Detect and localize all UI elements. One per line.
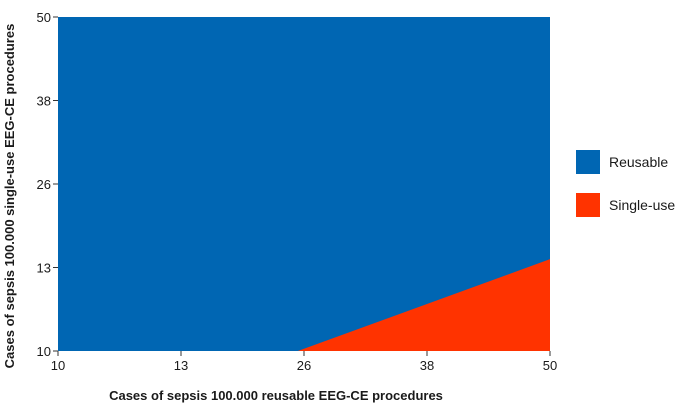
y-tick-label: 26 [37, 177, 51, 192]
plot-area [58, 17, 550, 352]
y-axis-title: Cases of sepsis 100.000 single-use EEG-C… [2, 24, 17, 369]
x-tick-label: 13 [174, 358, 188, 373]
x-tick-label: 26 [297, 358, 311, 373]
x-axis: 10 13 26 38 50 [51, 351, 557, 373]
legend: Reusable Single-use [576, 150, 675, 217]
legend-label-reusable: Reusable [609, 154, 668, 170]
legend-swatch-single-use [576, 193, 600, 217]
x-tick-label: 10 [51, 358, 65, 373]
legend-swatch-reusable [576, 150, 600, 174]
y-tick-label: 38 [37, 94, 51, 109]
y-tick-label: 13 [37, 261, 51, 276]
x-tick-label: 38 [420, 358, 434, 373]
x-axis-title: Cases of sepsis 100.000 reusable EEG-CE … [109, 388, 443, 403]
y-tick-label: 50 [37, 10, 51, 25]
single-use-region [297, 259, 550, 351]
y-axis: 10 13 26 38 50 [37, 10, 58, 359]
y-tick-label: 10 [37, 344, 51, 359]
legend-label-single-use: Single-use [609, 197, 675, 213]
x-tick-label: 50 [543, 358, 557, 373]
